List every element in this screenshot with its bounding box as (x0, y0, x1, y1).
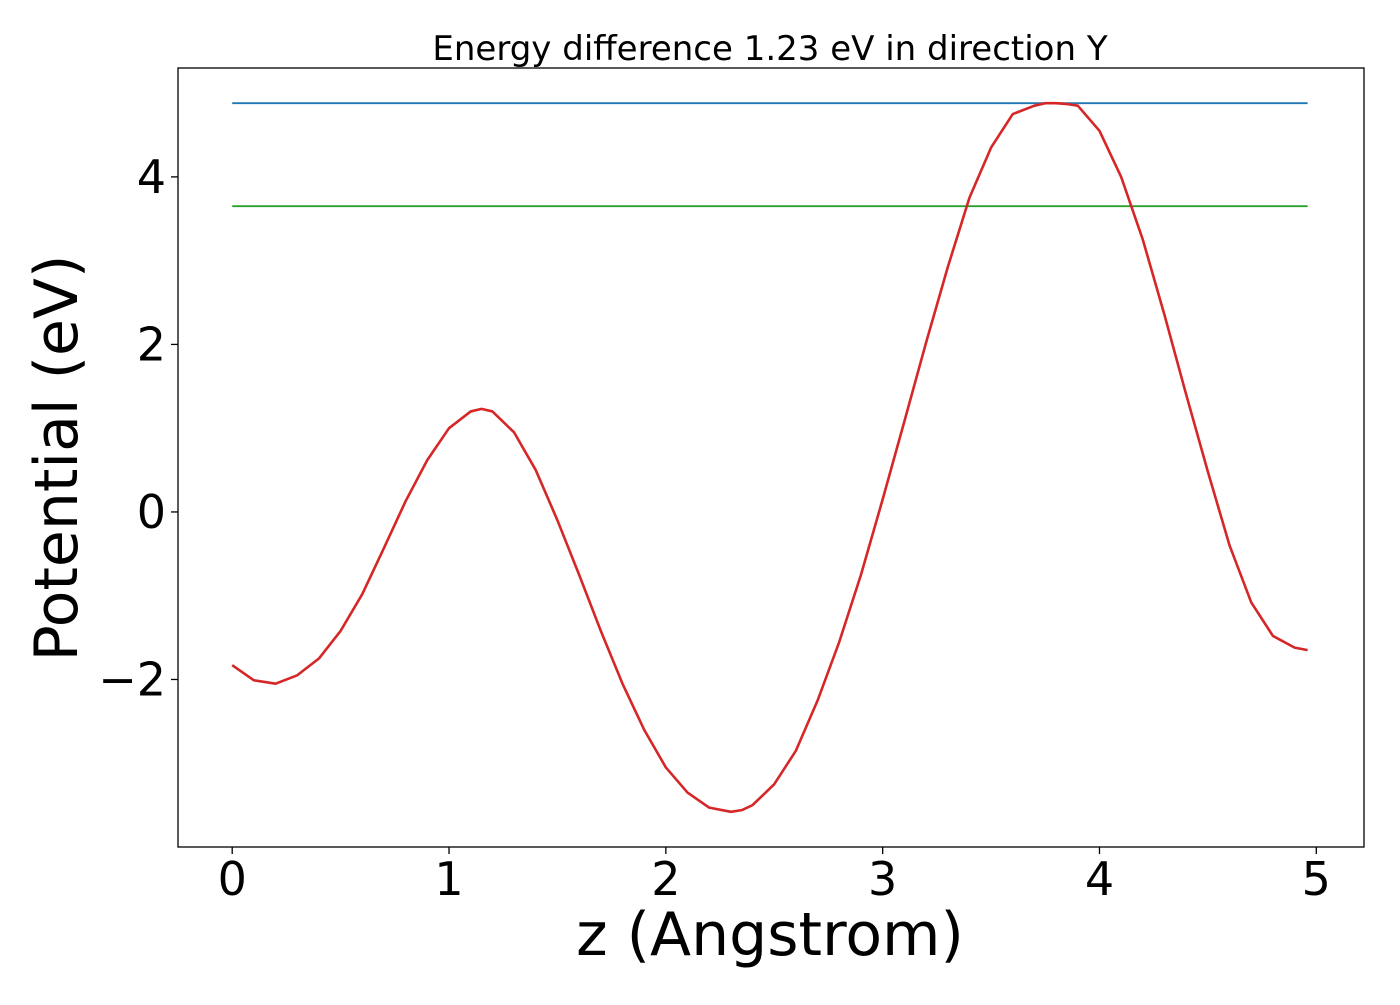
y-axis-label: Potential (eV) (22, 255, 92, 662)
x-tick-label: 0 (218, 852, 247, 906)
y-tick-label: 4 (137, 150, 166, 204)
x-tick-label: 4 (1085, 852, 1114, 906)
y-tick-label: −2 (98, 652, 166, 706)
x-axis: 0 1 2 3 4 5 (218, 847, 1331, 906)
x-tick-label: 5 (1302, 852, 1331, 906)
x-tick-label: 3 (868, 852, 897, 906)
x-axis-label: z (Angstrom) (576, 900, 964, 970)
series-line-1 (231, 101, 1308, 814)
x-tick-label: 2 (651, 852, 680, 906)
chart-title: Energy difference 1.23 eV in direction Y (432, 29, 1107, 69)
y-tick-label: 0 (137, 485, 166, 539)
plot-area (231, 101, 1308, 814)
y-axis: −2 0 2 4 (98, 150, 178, 706)
axes-frame (177, 67, 1365, 848)
x-tick-label: 1 (434, 852, 463, 906)
y-tick-label: 2 (137, 317, 166, 371)
